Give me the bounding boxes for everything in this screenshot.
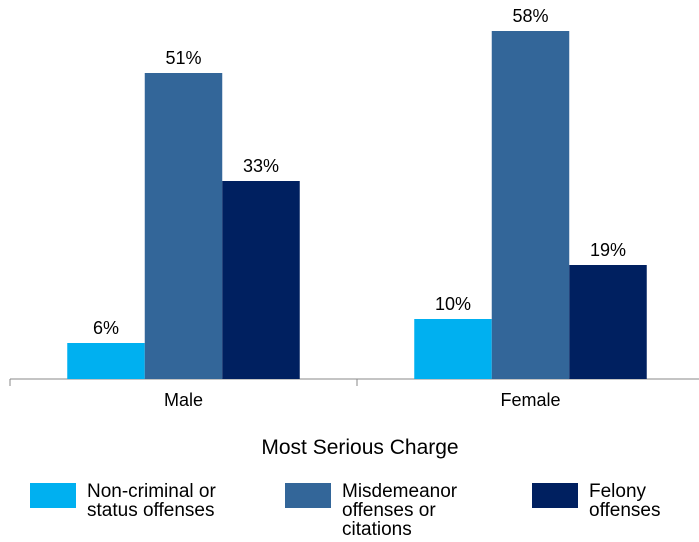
bar [144, 73, 223, 379]
legend-swatch [532, 483, 578, 508]
value-label: 19% [590, 240, 626, 260]
bar [491, 31, 570, 379]
legend-label: Felony offenses [589, 481, 661, 521]
legend-label: Non-criminal or status offenses [87, 481, 216, 521]
bar [67, 343, 145, 379]
value-label: 51% [165, 48, 201, 68]
value-label: 10% [435, 294, 471, 314]
bar [414, 319, 492, 379]
legend-label: Misdemeanor offenses or citations [342, 481, 458, 540]
legend-swatch [30, 483, 76, 508]
bar [222, 181, 300, 379]
value-label: 6% [93, 318, 119, 338]
value-label: 33% [243, 156, 279, 176]
value-label: 58% [512, 6, 548, 26]
x-axis-label: Most Serious Charge [261, 436, 458, 459]
legend-swatch [285, 483, 331, 508]
x-tick-label: Female [500, 390, 560, 410]
x-tick-label: Male [164, 390, 203, 410]
bar [569, 265, 647, 379]
